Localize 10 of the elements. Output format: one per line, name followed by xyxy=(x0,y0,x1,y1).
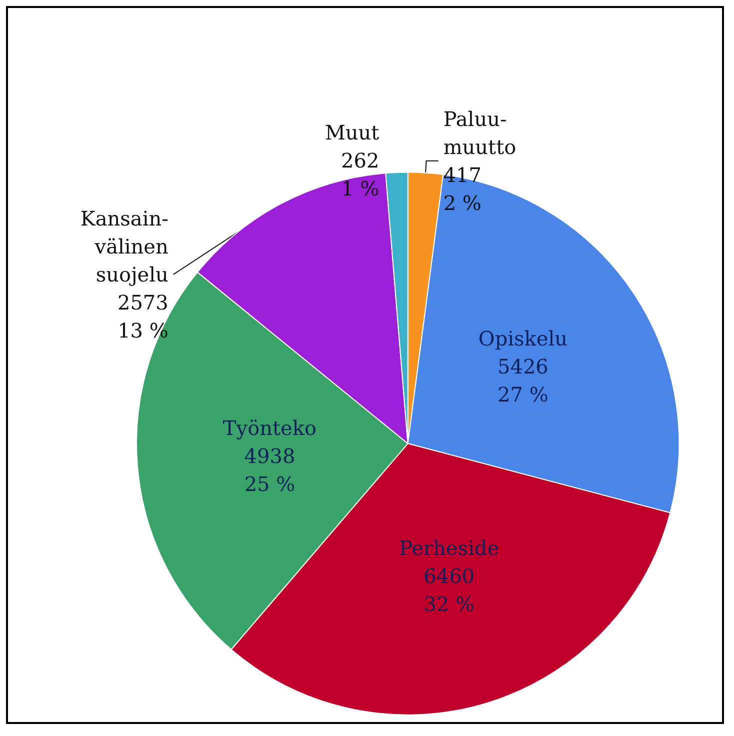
data-label: 6460 32 % xyxy=(424,564,475,616)
data-label: 4938 25 % xyxy=(244,444,296,496)
slice-label: Muut xyxy=(324,120,380,144)
slice-label: Perheside xyxy=(399,536,500,560)
slice-label: Kansain- välinen suojelu xyxy=(80,206,169,286)
data-label: 5426 27 % xyxy=(498,354,548,406)
slice-label: Työnteko xyxy=(222,416,317,440)
slice-label: Opiskelu xyxy=(478,326,568,350)
data-label: 262 1 % xyxy=(341,148,380,200)
slice-label: Paluu- muutto xyxy=(443,106,516,159)
